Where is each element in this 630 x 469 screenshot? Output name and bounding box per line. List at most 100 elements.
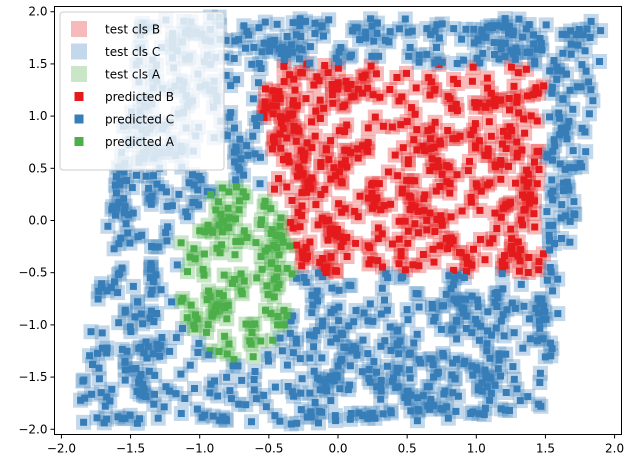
- predicted-point-c: [147, 307, 155, 315]
- predicted-point-b: [275, 175, 282, 183]
- predicted-point-c: [541, 308, 549, 316]
- predicted-point-c: [548, 345, 556, 353]
- predicted-point-b: [342, 78, 350, 85]
- predicted-point-c: [134, 298, 142, 306]
- predicted-point-c: [365, 366, 373, 373]
- predicted-point-c: [177, 410, 185, 417]
- predicted-point-c: [377, 310, 385, 318]
- predicted-point-c: [153, 180, 161, 188]
- predicted-point-c: [139, 381, 147, 389]
- predicted-point-b: [433, 216, 441, 223]
- predicted-point-c: [428, 355, 436, 363]
- predicted-point-b: [486, 239, 494, 247]
- predicted-point-b: [450, 266, 458, 274]
- predicted-point-b: [270, 138, 278, 146]
- predicted-point-a: [231, 251, 239, 259]
- x-tick-label: 0.5: [398, 442, 417, 456]
- predicted-point-b: [436, 242, 444, 250]
- predicted-point-c: [326, 373, 334, 381]
- predicted-point-c: [240, 22, 248, 30]
- predicted-point-b: [337, 160, 345, 168]
- predicted-point-b: [520, 115, 528, 123]
- predicted-point-a: [286, 242, 294, 250]
- predicted-point-c: [387, 409, 395, 417]
- predicted-point-c: [501, 406, 509, 414]
- predicted-point-a: [233, 183, 240, 191]
- predicted-point-a: [268, 226, 276, 234]
- predicted-point-b: [526, 199, 533, 207]
- predicted-point-b: [387, 200, 395, 208]
- predicted-point-c: [182, 208, 190, 216]
- predicted-point-a: [220, 302, 228, 310]
- predicted-point-b: [513, 138, 521, 146]
- predicted-point-b: [450, 75, 458, 83]
- predicted-point-b: [398, 189, 406, 197]
- predicted-point-b: [306, 238, 314, 246]
- predicted-point-b: [413, 126, 421, 134]
- predicted-point-c: [316, 386, 324, 394]
- predicted-point-c: [276, 334, 284, 342]
- predicted-point-a: [224, 204, 232, 212]
- predicted-point-a: [275, 232, 283, 239]
- predicted-point-c: [511, 304, 519, 312]
- predicted-point-a: [213, 301, 221, 309]
- predicted-point-c: [548, 83, 556, 91]
- predicted-point-c: [137, 343, 145, 351]
- predicted-point-c: [501, 39, 509, 47]
- predicted-point-c: [335, 58, 343, 66]
- predicted-point-c: [551, 240, 558, 247]
- predicted-point-b: [338, 179, 346, 187]
- predicted-point-c: [559, 49, 567, 57]
- predicted-point-b: [514, 69, 522, 77]
- predicted-point-c: [494, 22, 502, 30]
- predicted-point-b: [321, 185, 329, 193]
- predicted-point-c: [134, 233, 142, 241]
- predicted-point-c: [120, 168, 128, 176]
- predicted-point-c: [585, 78, 593, 86]
- predicted-point-b: [532, 84, 540, 92]
- predicted-point-c: [525, 21, 533, 29]
- predicted-point-c: [306, 331, 313, 339]
- predicted-point-c: [251, 150, 259, 158]
- predicted-point-b: [303, 188, 311, 196]
- predicted-point-a: [283, 312, 291, 319]
- predicted-point-b: [361, 71, 369, 79]
- predicted-point-c: [226, 113, 234, 121]
- predicted-point-b: [483, 74, 491, 82]
- predicted-point-b: [497, 160, 505, 168]
- predicted-point-c: [394, 383, 402, 391]
- predicted-point-c: [461, 357, 469, 365]
- predicted-point-c: [533, 337, 541, 345]
- predicted-point-c: [371, 414, 379, 422]
- predicted-point-b: [426, 91, 434, 99]
- predicted-point-b: [325, 216, 333, 224]
- predicted-point-a: [232, 215, 240, 223]
- predicted-point-c: [462, 295, 470, 303]
- predicted-point-b: [521, 129, 529, 137]
- predicted-point-c: [270, 36, 278, 44]
- predicted-point-b: [354, 154, 362, 162]
- predicted-point-b: [261, 102, 269, 110]
- predicted-point-c: [546, 113, 553, 121]
- predicted-point-c: [453, 60, 461, 67]
- predicted-point-b: [286, 71, 294, 79]
- predicted-point-b: [395, 97, 403, 105]
- predicted-point-c: [88, 390, 96, 398]
- predicted-point-b: [347, 81, 355, 88]
- predicted-point-a: [216, 249, 224, 257]
- predicted-point-b: [369, 91, 377, 99]
- predicted-point-c: [124, 229, 132, 237]
- predicted-point-c: [318, 23, 326, 31]
- predicted-point-c: [567, 50, 575, 58]
- predicted-point-c: [126, 323, 134, 331]
- predicted-point-c: [423, 25, 431, 33]
- predicted-point-a: [242, 193, 250, 201]
- predicted-point-b: [367, 62, 375, 70]
- predicted-point-b: [384, 168, 392, 176]
- predicted-point-c: [387, 347, 395, 354]
- predicted-point-b: [521, 193, 529, 201]
- predicted-point-b: [308, 144, 316, 152]
- predicted-point-c: [304, 413, 311, 421]
- predicted-point-c: [543, 276, 551, 284]
- predicted-point-a: [221, 332, 229, 340]
